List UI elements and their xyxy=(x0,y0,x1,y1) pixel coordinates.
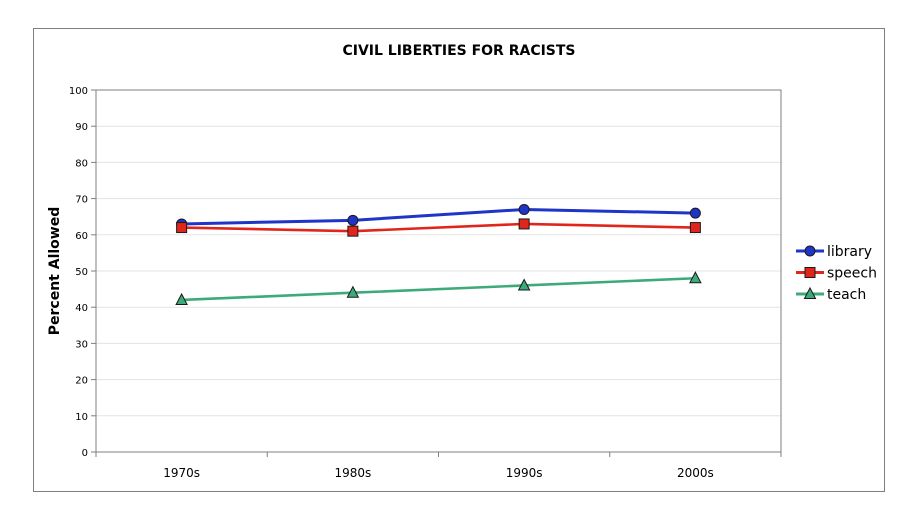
legend-item-speech: speech xyxy=(796,266,877,282)
legend-marker xyxy=(804,245,816,257)
series-teach xyxy=(175,271,702,305)
y-tick-label: 100 xyxy=(69,86,88,97)
data-point-teach xyxy=(517,278,531,291)
x-tick-label: 1990s xyxy=(506,466,543,480)
legend-item-library: library xyxy=(796,244,872,260)
data-point-speech xyxy=(689,222,701,234)
series-line-library xyxy=(181,207,696,226)
y-tick-label: 60 xyxy=(75,231,88,242)
data-point-teach xyxy=(346,285,360,298)
data-point-library xyxy=(689,207,701,219)
legend-label: speech xyxy=(827,266,877,282)
series-line-speech xyxy=(181,222,696,233)
y-tick-label: 80 xyxy=(75,158,88,169)
y-axis-label: Percent Allowed xyxy=(47,207,63,336)
data-point-speech xyxy=(176,222,188,234)
y-tick-label: 0 xyxy=(82,448,88,459)
y-tick-label: 50 xyxy=(75,267,88,278)
x-tick-label: 1970s xyxy=(163,466,200,480)
legend-item-teach: teach xyxy=(796,286,866,303)
y-tick-label: 70 xyxy=(75,195,88,206)
x-tick-label: 2000s xyxy=(677,466,714,480)
y-tick-label: 20 xyxy=(75,376,88,387)
series-line-teach xyxy=(181,276,696,302)
y-tick-label: 30 xyxy=(75,339,88,350)
series-speech xyxy=(176,218,701,237)
x-tick-label: 1980s xyxy=(334,466,371,480)
y-tick-label: 10 xyxy=(75,412,88,423)
data-point-library xyxy=(518,203,530,215)
legend-label: teach xyxy=(827,287,866,303)
legend-marker xyxy=(804,267,816,278)
data-point-speech xyxy=(518,218,530,230)
chart-frame xyxy=(33,28,885,492)
data-point-teach xyxy=(689,271,702,284)
grid-lines xyxy=(96,125,781,417)
data-point-library xyxy=(347,214,359,226)
axis-ticks: 0 10 20 30 40 50 60 70 80 90 100 1970s 1980s 1990s 200… xyxy=(69,86,782,480)
legend: library speech teach xyxy=(796,244,877,303)
data-point-speech xyxy=(347,225,359,237)
legend-label: library xyxy=(827,244,872,260)
series-library xyxy=(176,203,701,230)
legend-marker xyxy=(803,286,817,299)
data-point-teach xyxy=(175,292,188,305)
y-tick-label: 90 xyxy=(75,122,88,133)
y-tick-label: 40 xyxy=(75,303,88,314)
chart-title: CIVIL LIBERTIES FOR RACISTS xyxy=(342,43,575,59)
series-lines xyxy=(175,203,702,305)
